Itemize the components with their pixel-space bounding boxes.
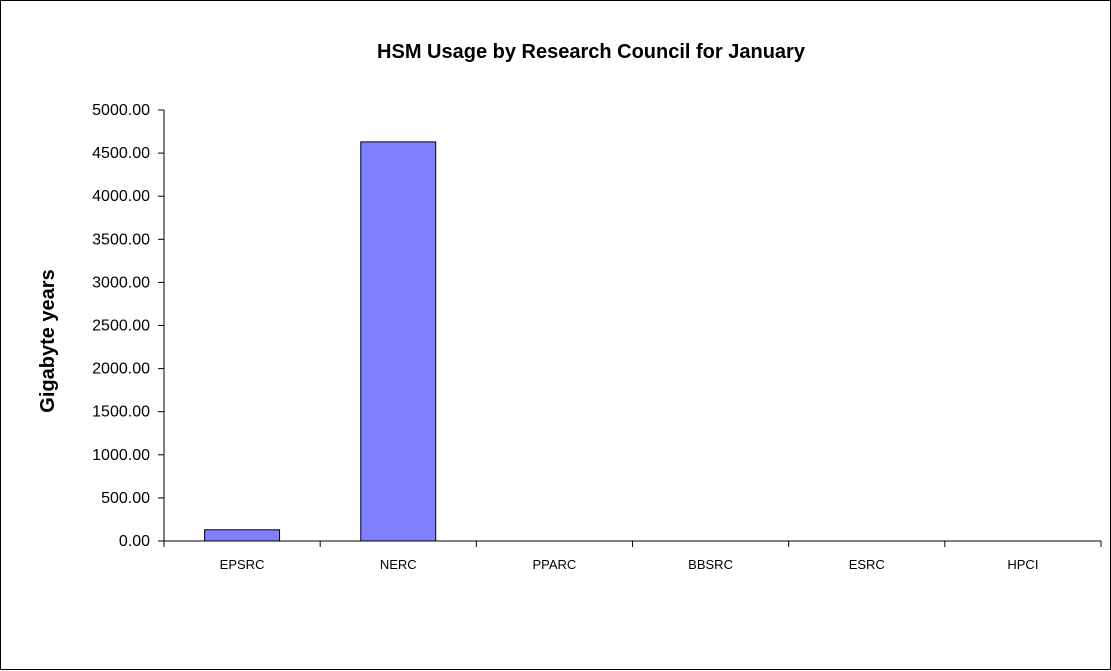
y-tick-label: 500.00	[101, 490, 150, 507]
x-category-label: ESRC	[849, 557, 885, 572]
y-tick-label: 3000.00	[92, 274, 150, 291]
y-tick-label: 0.00	[119, 533, 150, 550]
x-category-label: BBSRC	[688, 557, 733, 572]
y-tick-label: 1000.00	[92, 447, 150, 464]
x-category-label: EPSRC	[220, 557, 265, 572]
x-category-label: HPCI	[1007, 557, 1038, 572]
plot-area: 0.00 500.00 1000.00 1500.00 2000.00 2500.00 30…	[92, 102, 1102, 572]
y-tick-label: 2500.00	[92, 318, 150, 335]
bar-nerc	[360, 141, 437, 542]
x-category-label: PPARC	[533, 557, 577, 572]
y-tick-label: 2000.00	[92, 361, 150, 378]
bar-epsrc	[204, 529, 281, 542]
y-tick-label: 4000.00	[92, 188, 150, 205]
x-category-label: NERC	[380, 557, 417, 572]
y-axis-title: Gigabyte years	[37, 269, 59, 412]
y-tick-label: 5000.00	[92, 102, 150, 119]
y-tick-label: 3500.00	[92, 231, 150, 248]
y-tick-label: 4500.00	[92, 145, 150, 162]
y-tick-label: 1500.00	[92, 404, 150, 421]
chart-title: HSM Usage by Research Council for Januar…	[377, 41, 806, 63]
